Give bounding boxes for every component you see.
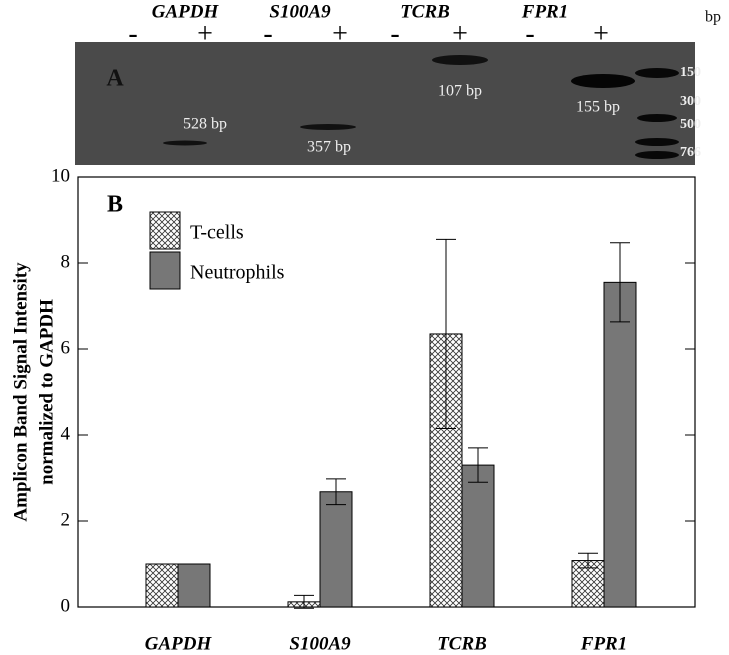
panel-label: A xyxy=(106,66,124,92)
bar xyxy=(319,491,353,608)
error-bar xyxy=(326,478,346,506)
x-tick-label: S100A9 xyxy=(289,633,351,654)
lane-label: - xyxy=(390,18,399,49)
bar xyxy=(461,464,495,608)
bar xyxy=(145,563,179,608)
lane-label: + xyxy=(197,18,213,49)
gel-band xyxy=(432,55,488,65)
ladder-band xyxy=(637,114,677,122)
legend-swatch xyxy=(149,251,181,290)
gene-label: TCRB xyxy=(400,1,450,22)
lane-label: - xyxy=(263,18,272,49)
legend-label: Neutrophils xyxy=(190,262,285,284)
unit-label: bp xyxy=(705,9,721,26)
error-bar xyxy=(294,594,314,609)
lane-label: - xyxy=(128,18,137,49)
band-label: 528 bp xyxy=(183,116,227,133)
lane-label: + xyxy=(452,18,468,49)
y-axis-label: normalized to GAPDH xyxy=(36,299,57,485)
legend-swatch xyxy=(149,211,181,250)
band-label: 107 bp xyxy=(438,83,482,100)
y-tick-label: 10 xyxy=(51,165,70,186)
panel-label: B xyxy=(107,192,123,218)
x-tick-label: FPR1 xyxy=(580,633,627,654)
gene-label: FPR1 xyxy=(521,1,568,22)
bar xyxy=(603,281,637,608)
ladder-band xyxy=(635,68,679,78)
band-label: 155 bp xyxy=(576,99,620,116)
y-axis-label: Amplicon Band Signal Intensity xyxy=(10,262,31,522)
legend-label: T-cells xyxy=(190,222,244,244)
y-tick-label: 0 xyxy=(61,595,71,616)
lane-label: - xyxy=(525,18,534,49)
lane-label: + xyxy=(332,18,348,49)
gel-band xyxy=(571,74,635,88)
error-bar xyxy=(610,242,630,323)
ladder-band xyxy=(635,151,679,159)
lane-label: + xyxy=(593,18,609,49)
gene-label: S100A9 xyxy=(269,1,331,22)
bar xyxy=(177,563,211,608)
gel-panel: A bp 528 bp 357 bp 107 bp 155 bp xyxy=(75,9,721,165)
error-bar xyxy=(468,447,488,483)
ladder-label: 300 xyxy=(680,94,701,109)
y-tick-label: 8 xyxy=(61,251,71,272)
plot-frame xyxy=(77,176,696,608)
ladder-band xyxy=(635,138,679,146)
y-tick-label: 4 xyxy=(61,423,71,444)
x-tick-label: GAPDH xyxy=(145,633,213,654)
gene-label: GAPDH xyxy=(152,1,220,22)
ladder-label: 766 xyxy=(680,145,701,160)
error-bar xyxy=(436,238,456,430)
x-tick-label: TCRB xyxy=(437,633,487,654)
ladder-label: 150 xyxy=(680,65,701,80)
ladder-label: 500 xyxy=(680,117,701,132)
error-bar xyxy=(578,552,598,569)
gel-band xyxy=(300,124,356,130)
gel-band xyxy=(163,140,207,146)
y-tick-label: 6 xyxy=(61,337,71,358)
y-tick-label: 2 xyxy=(61,509,71,530)
band-label: 357 bp xyxy=(307,139,351,156)
